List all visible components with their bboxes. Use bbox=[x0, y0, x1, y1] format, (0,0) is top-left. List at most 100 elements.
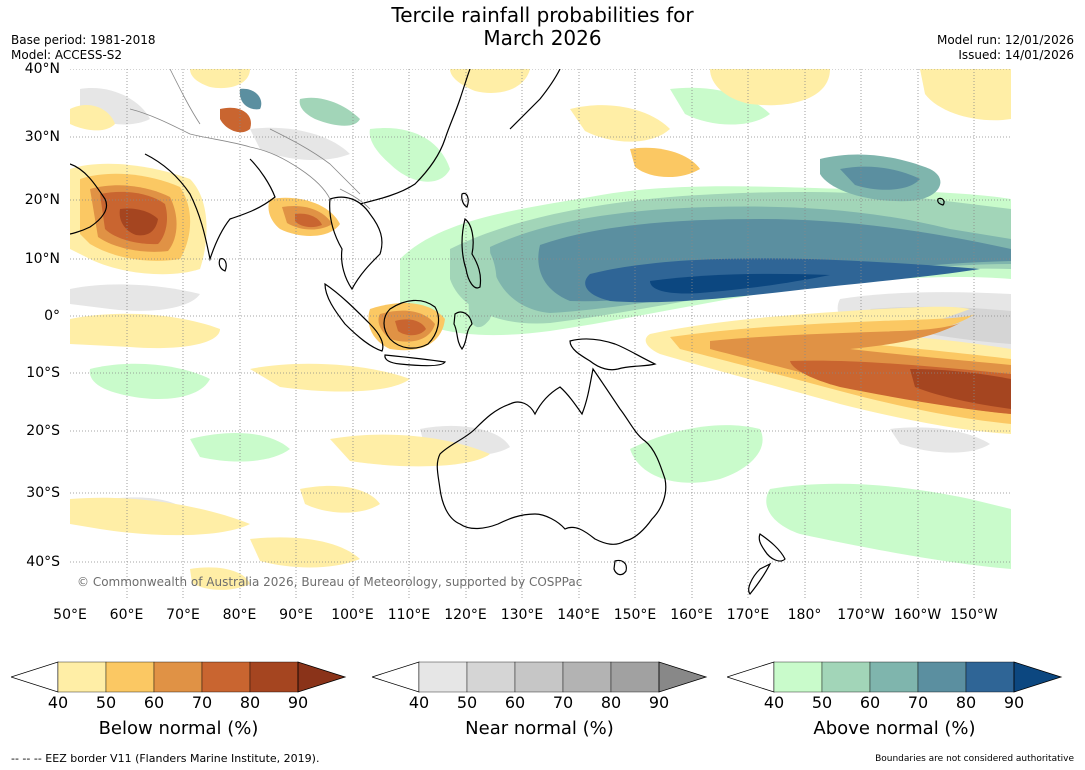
model-run: Model run: 12/01/2026 bbox=[936, 33, 1074, 47]
map-title: Tercile rainfall probabilities for March… bbox=[0, 4, 1085, 50]
colorbar-tick-label: 50 bbox=[95, 693, 117, 712]
colorbar-segment bbox=[466, 661, 516, 693]
lon-tick-label: 170°W bbox=[837, 607, 885, 623]
lon-tick-label: 160°W bbox=[893, 607, 942, 623]
arabia-coast bbox=[69, 163, 108, 235]
lat-tick-label: 10°N bbox=[24, 251, 60, 267]
colorbar-extend-high bbox=[297, 661, 347, 693]
lat-tick-label: 30°N bbox=[24, 129, 60, 145]
sumatra-coast bbox=[324, 282, 384, 352]
indochina-coast bbox=[329, 196, 383, 291]
colorbar-segment bbox=[773, 661, 823, 693]
lon-tick-label: 160°E bbox=[670, 607, 713, 623]
new-zealand-coast bbox=[748, 533, 786, 595]
model-name: Model: ACCESS-S2 bbox=[11, 48, 123, 62]
colorbar-tick-label: 80 bbox=[239, 693, 261, 712]
colorbar-segment bbox=[610, 661, 660, 693]
colorbar-tick-label: 40 bbox=[408, 693, 430, 712]
colorbar-segment bbox=[201, 661, 251, 693]
colorbar-segment bbox=[965, 661, 1015, 693]
lon-tick-label: 140°E bbox=[557, 607, 600, 623]
colorbar-tick-label: 60 bbox=[504, 693, 526, 712]
colorbar-segment bbox=[917, 661, 967, 693]
colorbar-tick-label: 70 bbox=[907, 693, 929, 712]
lat-tick-label: 40°N bbox=[24, 61, 60, 77]
china-coast bbox=[359, 68, 471, 205]
colorbar-extend-low bbox=[9, 661, 59, 693]
colorbar-below-svg bbox=[9, 661, 347, 693]
hawaii-coast bbox=[937, 197, 945, 206]
lon-tick-label: 170°E bbox=[726, 607, 770, 623]
lon-tick-label: 50°E bbox=[53, 607, 87, 623]
tasmania-coast bbox=[613, 559, 627, 576]
colorbar-segment bbox=[418, 661, 468, 693]
colorbar-segment bbox=[821, 661, 871, 693]
colorbar-title: Below normal (%) bbox=[98, 718, 259, 739]
colorbar-segment bbox=[153, 661, 203, 693]
meta-right: Model run: 12/01/2026 Issued: 14/01/2026 bbox=[937, 33, 1074, 63]
japan-coast bbox=[509, 68, 561, 130]
meta-left: Base period: 1981-2018 Model: ACCESS-S2 bbox=[11, 33, 156, 63]
borneo-coast bbox=[383, 299, 440, 349]
colorbar-above-svg bbox=[725, 661, 1063, 693]
taiwan-coast bbox=[461, 192, 469, 208]
lon-tick-label: 110°E bbox=[387, 607, 431, 623]
colorbar-extend-low bbox=[725, 661, 775, 693]
issued-date: Issued: 14/01/2026 bbox=[958, 48, 1074, 62]
colorbar-segment bbox=[105, 661, 155, 693]
new-guinea-coast bbox=[569, 338, 657, 371]
below-normal-field bbox=[70, 69, 1011, 590]
colorbar-above: 40 50 60 70 80 90 Above normal (%) bbox=[725, 660, 1067, 740]
sri-lanka-coast bbox=[218, 258, 227, 272]
lon-tick-label: 130°E bbox=[500, 607, 544, 623]
colorbar-tick-label: 70 bbox=[191, 693, 213, 712]
colorbar-tick-label: 90 bbox=[1003, 693, 1025, 712]
base-period: Base period: 1981-2018 bbox=[11, 33, 156, 47]
above-normal-field bbox=[89, 87, 1011, 569]
colorbar-segment bbox=[249, 661, 299, 693]
india-coast bbox=[144, 153, 276, 262]
colorbar-extend-high bbox=[658, 661, 708, 693]
colorbar-segment bbox=[57, 661, 107, 693]
colorbar-extend-low bbox=[370, 661, 420, 693]
colorbar-below: 40 50 60 70 80 90 Below normal (%) bbox=[9, 660, 351, 740]
lat-tick-label: 20°S bbox=[26, 423, 60, 439]
lon-tick-label: 150°E bbox=[613, 607, 657, 623]
colorbar-title: Near normal (%) bbox=[465, 718, 614, 739]
lon-tick-label: 90°E bbox=[279, 607, 313, 623]
colorbar-tick-label: 50 bbox=[811, 693, 833, 712]
map-panel[interactable]: © Commonwealth of Australia 2026, Bureau… bbox=[69, 68, 1011, 600]
colorbar-extend-high bbox=[1013, 661, 1063, 693]
country-borders bbox=[129, 68, 371, 210]
copyright-notice: © Commonwealth of Australia 2026, Bureau… bbox=[77, 575, 582, 589]
colorbar-segment bbox=[562, 661, 612, 693]
colorbar-tick-label: 60 bbox=[143, 693, 165, 712]
colorbar-tick-label: 40 bbox=[47, 693, 69, 712]
lat-tick-label: 0° bbox=[44, 308, 60, 324]
lat-tick-label: 20°N bbox=[24, 192, 60, 208]
colorbar-tick-label: 90 bbox=[287, 693, 309, 712]
lon-tick-label: 150°W bbox=[950, 607, 998, 623]
sulawesi-coast bbox=[453, 311, 473, 351]
colorbar-segment bbox=[514, 661, 564, 693]
lon-tick-label: 100°E bbox=[331, 607, 374, 623]
lon-tick-label: 120°E bbox=[444, 607, 487, 623]
map-svg: © Commonwealth of Australia 2026, Bureau… bbox=[69, 68, 1011, 600]
colorbar-tick-label: 80 bbox=[955, 693, 977, 712]
lon-tick-label: 180° bbox=[787, 607, 822, 623]
colorbar-title: Above normal (%) bbox=[813, 718, 976, 739]
lon-tick-label: 80°E bbox=[222, 607, 257, 623]
colorbar-tick-label: 50 bbox=[456, 693, 478, 712]
boundaries-disclaimer: Boundaries are not considered authoritat… bbox=[875, 754, 1074, 764]
graticule bbox=[70, 68, 1011, 600]
colorbar-tick-label: 90 bbox=[648, 693, 670, 712]
colorbar-segment bbox=[869, 661, 919, 693]
coastlines bbox=[69, 68, 945, 595]
philippines-coast bbox=[461, 217, 482, 289]
title-line-1: Tercile rainfall probabilities for bbox=[391, 3, 694, 27]
australia-coast bbox=[436, 367, 667, 545]
java-coast bbox=[384, 354, 446, 367]
title-line-2: March 2026 bbox=[483, 26, 602, 50]
lat-tick-label: 10°S bbox=[26, 365, 60, 381]
lon-tick-label: 60°E bbox=[109, 607, 144, 623]
